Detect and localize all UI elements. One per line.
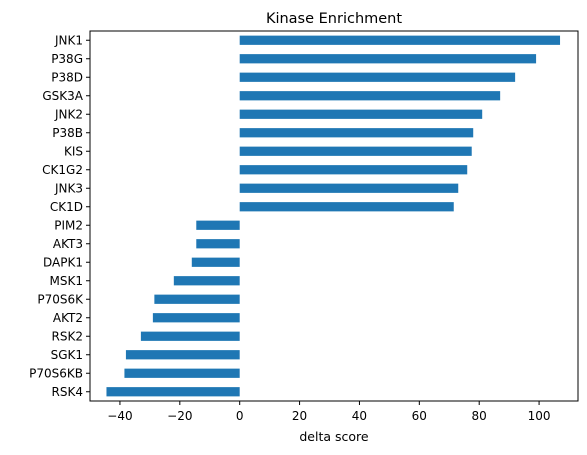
y-tick-label: JNK3 (54, 181, 83, 195)
x-tick-label: 40 (352, 409, 367, 423)
bar-akt2 (152, 313, 240, 323)
bar-akt3 (196, 239, 240, 249)
bar-p38d (239, 72, 516, 82)
bar-jnk3 (239, 183, 459, 193)
bar-p70s6kb (124, 368, 240, 378)
bar-p70s6k (154, 294, 240, 304)
plot-frame (89, 30, 579, 402)
y-tick-label: GSK3A (42, 89, 83, 103)
y-tick-label: DAPK1 (43, 255, 83, 269)
bar-kis (239, 146, 472, 156)
y-tick-label: P70S6K (37, 292, 84, 306)
y-tick-label: AKT3 (53, 237, 83, 251)
y-tick-label: AKT2 (53, 311, 83, 325)
y-tick-label: P38D (51, 70, 83, 84)
bar-ck1g2 (239, 165, 468, 175)
y-tick-label: P70S6KB (29, 366, 83, 380)
y-tick-label: PIM2 (54, 218, 83, 232)
x-tick-label: 80 (472, 409, 487, 423)
bar-sgk1 (125, 350, 240, 360)
bar-dapk1 (191, 257, 240, 267)
bar-jnk2 (239, 109, 483, 119)
bar-rsk2 (140, 331, 240, 341)
x-tick-label: −20 (167, 409, 192, 423)
x-tick-label: 20 (292, 409, 307, 423)
y-axis: JNK1 P38G P38D GSK3A JNK2 P38B KIS CK1G2 JNK3 CK1… (29, 33, 90, 399)
x-axis-label: delta score (299, 429, 369, 444)
y-tick-label: KIS (64, 144, 83, 158)
y-tick-label: RSK2 (52, 329, 83, 343)
y-tick-label: MSK1 (50, 274, 83, 288)
bar-pim2 (196, 220, 240, 230)
chart-title: Kinase Enrichment (266, 11, 402, 27)
x-tick-label: 60 (412, 409, 427, 423)
y-tick-label: RSK4 (52, 385, 83, 399)
bar-p38b (239, 128, 474, 138)
y-tick-label: P38B (52, 126, 83, 140)
x-axis: −40 −20 0 20 40 60 80 100 (107, 401, 551, 423)
bar-ck1d (239, 202, 454, 212)
bar-p38g (239, 54, 537, 64)
bars-group (106, 35, 561, 397)
x-tick-label: 0 (236, 409, 244, 423)
bar-jnk1 (239, 35, 561, 45)
bar-msk1 (173, 276, 240, 286)
y-tick-label: SGK1 (51, 348, 83, 362)
y-tick-label: P38G (51, 52, 83, 66)
y-tick-label: JNK1 (54, 33, 83, 47)
bar-gsk3a (239, 91, 501, 101)
bar-rsk4 (106, 387, 240, 397)
y-tick-label: CK1D (50, 200, 83, 214)
x-tick-label: −40 (107, 409, 132, 423)
y-tick-label: CK1G2 (42, 163, 83, 177)
y-tick-label: JNK2 (54, 107, 83, 121)
x-tick-label: 100 (528, 409, 551, 423)
